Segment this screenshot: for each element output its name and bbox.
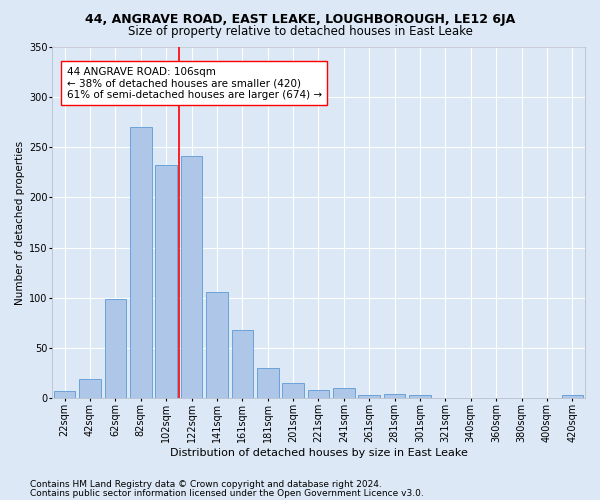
Text: Contains public sector information licensed under the Open Government Licence v3: Contains public sector information licen… [30,488,424,498]
Bar [155,165,177,398]
Bar [79,380,101,398]
Bar [181,156,202,398]
Bar [130,127,152,398]
Y-axis label: Number of detached properties: Number of detached properties [15,140,25,304]
Bar [283,384,304,398]
Bar [384,394,406,398]
Text: Contains HM Land Registry data © Crown copyright and database right 2024.: Contains HM Land Registry data © Crown c… [30,480,382,489]
Bar [206,292,228,399]
Text: 44, ANGRAVE ROAD, EAST LEAKE, LOUGHBOROUGH, LE12 6JA: 44, ANGRAVE ROAD, EAST LEAKE, LOUGHBOROU… [85,12,515,26]
Bar [232,330,253,398]
Bar [308,390,329,398]
Bar [409,396,431,398]
Text: 44 ANGRAVE ROAD: 106sqm
← 38% of detached houses are smaller (420)
61% of semi-d: 44 ANGRAVE ROAD: 106sqm ← 38% of detache… [67,66,322,100]
Bar [562,396,583,398]
Bar [333,388,355,398]
Bar [257,368,278,398]
X-axis label: Distribution of detached houses by size in East Leake: Distribution of detached houses by size … [170,448,467,458]
Text: Size of property relative to detached houses in East Leake: Size of property relative to detached ho… [128,25,472,38]
Bar [358,396,380,398]
Bar [54,392,76,398]
Bar [104,299,126,398]
